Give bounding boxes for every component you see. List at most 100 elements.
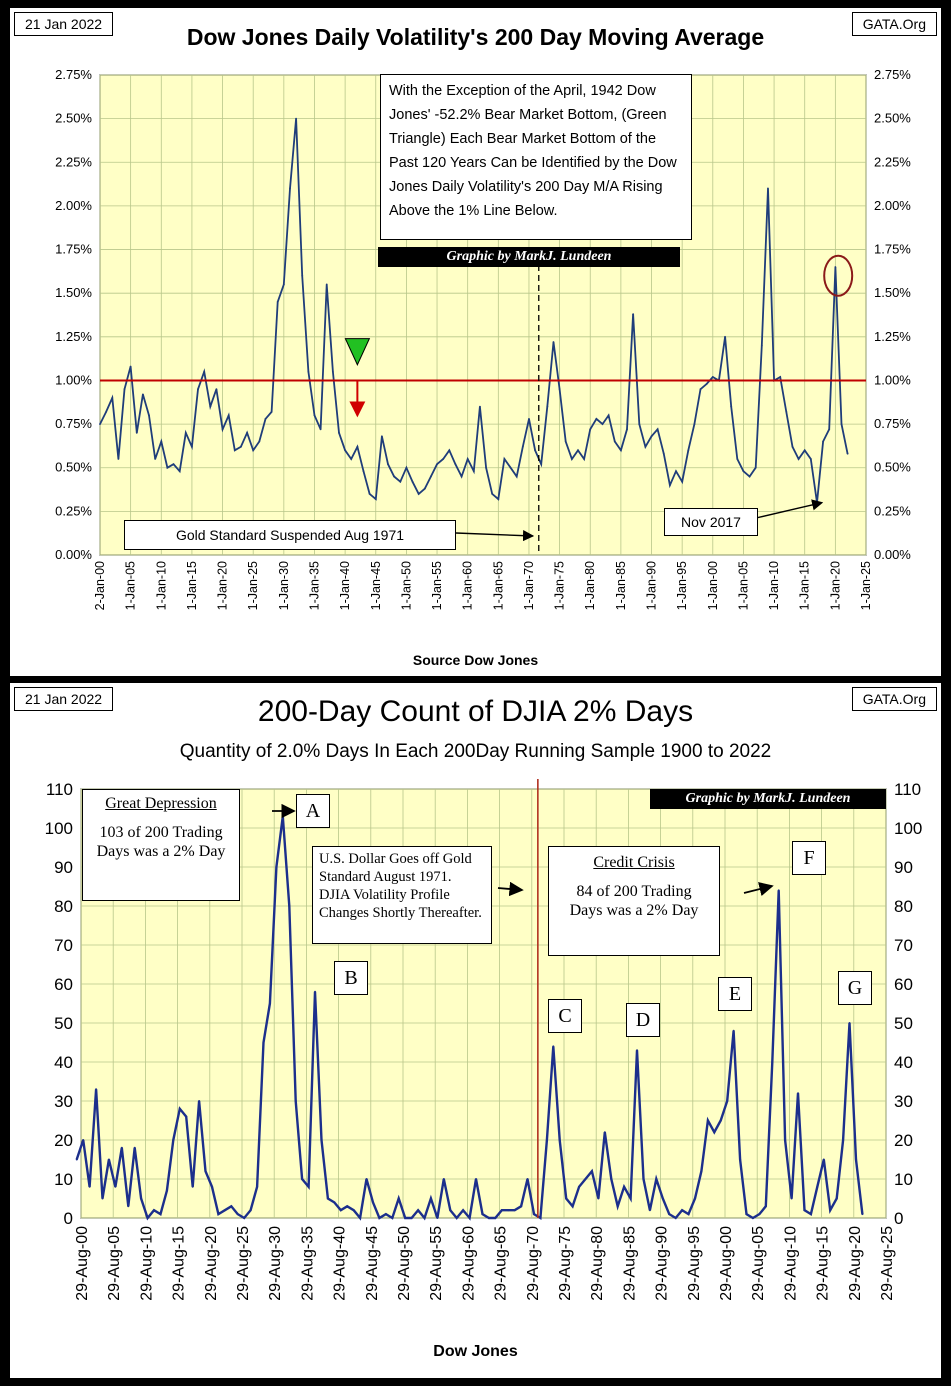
x-tick-label: 29-Aug-05 bbox=[750, 1226, 767, 1301]
data-point bbox=[281, 815, 284, 818]
date-tag: 21 Jan 2022 bbox=[14, 12, 114, 36]
data-point bbox=[803, 449, 806, 452]
x-tick-label: 1-Jan-35 bbox=[307, 561, 321, 610]
y-tick-label-right: 100 bbox=[894, 819, 922, 838]
y-tick-label-right: 1.75% bbox=[874, 242, 911, 257]
data-point bbox=[350, 458, 353, 460]
data-point bbox=[764, 1205, 767, 1208]
data-point bbox=[184, 431, 187, 434]
data-point bbox=[681, 480, 684, 483]
data-point bbox=[227, 414, 230, 417]
data-point bbox=[153, 1209, 156, 1212]
data-point bbox=[368, 493, 371, 495]
label-c: C bbox=[548, 999, 582, 1033]
x-tick-label: 1-Jan-25 bbox=[246, 561, 260, 610]
y-tick-label-right: 0.75% bbox=[874, 416, 911, 431]
data-point bbox=[724, 335, 726, 338]
data-point bbox=[777, 889, 780, 892]
y-tick-label-right: 1.25% bbox=[874, 329, 911, 344]
data-point bbox=[730, 405, 733, 408]
x-tick-label: 29-Aug-15 bbox=[171, 1226, 188, 1301]
data-point bbox=[711, 376, 714, 378]
data-point bbox=[699, 388, 702, 391]
y-tick-label-left: 0.75% bbox=[55, 416, 92, 431]
data-point bbox=[429, 1197, 432, 1200]
data-point bbox=[391, 1217, 394, 1219]
data-point bbox=[539, 1217, 542, 1219]
data-point bbox=[583, 458, 586, 460]
y-tick-label-right: 50 bbox=[894, 1014, 913, 1033]
data-point bbox=[449, 1209, 452, 1212]
data-point bbox=[719, 1119, 722, 1122]
y-tick-label-left: 0.25% bbox=[55, 503, 92, 518]
data-point bbox=[626, 428, 628, 431]
y-tick-label-left: 30 bbox=[54, 1092, 73, 1111]
data-point bbox=[436, 463, 438, 466]
data-point bbox=[233, 449, 236, 452]
y-tick-label-right: 70 bbox=[894, 936, 913, 955]
y-tick-label-right: 30 bbox=[894, 1092, 913, 1111]
data-point bbox=[178, 1107, 181, 1110]
data-point bbox=[411, 480, 414, 483]
data-point bbox=[520, 1205, 523, 1208]
data-point bbox=[570, 458, 573, 460]
data-point bbox=[854, 1158, 857, 1161]
data-point bbox=[166, 466, 169, 469]
data-point bbox=[198, 1100, 201, 1102]
data-point bbox=[546, 405, 549, 408]
data-point bbox=[571, 1205, 574, 1208]
y-tick-label-right: 2.50% bbox=[874, 111, 911, 126]
data-point bbox=[264, 417, 267, 420]
x-tick-label: 1-Jan-00 bbox=[706, 561, 720, 610]
data-point bbox=[655, 1178, 658, 1180]
data-point bbox=[513, 1209, 516, 1212]
two-percent-days-panel: 21 Jan 2022 GATA.Org 200-Day Count of DJ… bbox=[10, 683, 941, 1378]
x-tick-label: 29-Aug-60 bbox=[460, 1226, 477, 1301]
data-point bbox=[479, 405, 481, 408]
credit-label: Graphic by MarkJ. Lundeen bbox=[378, 247, 680, 267]
data-point bbox=[521, 445, 524, 448]
data-point bbox=[540, 463, 543, 466]
y-tick-label-left: 80 bbox=[54, 897, 73, 916]
y-tick-label-right: 2.25% bbox=[874, 154, 911, 169]
data-point bbox=[82, 1139, 85, 1141]
data-point bbox=[754, 466, 757, 469]
x-tick-label: 29-Aug-10 bbox=[138, 1226, 155, 1301]
credit-crisis-text: 84 of 200 Trading Days was a 2% Day bbox=[569, 883, 699, 919]
data-point bbox=[423, 1217, 426, 1219]
data-point bbox=[507, 1209, 510, 1212]
data-point bbox=[603, 1131, 606, 1134]
y-tick-label-left: 2.00% bbox=[55, 198, 92, 213]
data-point bbox=[405, 466, 408, 469]
x-tick-label: 1-Jan-85 bbox=[614, 561, 628, 610]
data-point bbox=[399, 480, 402, 483]
data-point bbox=[114, 1185, 117, 1188]
x-tick-label: 29-Aug-10 bbox=[782, 1226, 799, 1301]
data-point bbox=[848, 1022, 851, 1024]
data-point bbox=[700, 1170, 703, 1173]
site-tag: GATA.Org bbox=[851, 687, 937, 711]
data-point bbox=[423, 487, 426, 490]
peak-circle bbox=[823, 254, 854, 297]
data-point bbox=[221, 428, 224, 431]
data-point bbox=[262, 1041, 265, 1044]
data-point bbox=[236, 1213, 239, 1216]
y-tick-label-right: 0.25% bbox=[874, 503, 911, 518]
x-tick-label: 1-Jan-70 bbox=[522, 561, 536, 610]
data-point bbox=[779, 376, 782, 378]
data-point bbox=[784, 1139, 787, 1141]
data-point bbox=[791, 445, 794, 448]
data-point bbox=[101, 1197, 104, 1200]
data-point bbox=[397, 1197, 400, 1200]
data-point bbox=[705, 383, 708, 385]
data-point bbox=[333, 1201, 336, 1204]
data-point bbox=[217, 1213, 220, 1216]
data-point bbox=[141, 393, 144, 396]
chart-subtitle: Quantity of 2.0% Days In Each 200Day Run… bbox=[179, 741, 772, 762]
y-tick-label-left: 0.50% bbox=[55, 460, 92, 475]
data-point bbox=[481, 1213, 484, 1216]
data-point bbox=[384, 1213, 387, 1216]
data-point bbox=[301, 274, 304, 277]
x-tick-label: 29-Aug-30 bbox=[267, 1226, 284, 1301]
label-f: F bbox=[792, 841, 826, 875]
